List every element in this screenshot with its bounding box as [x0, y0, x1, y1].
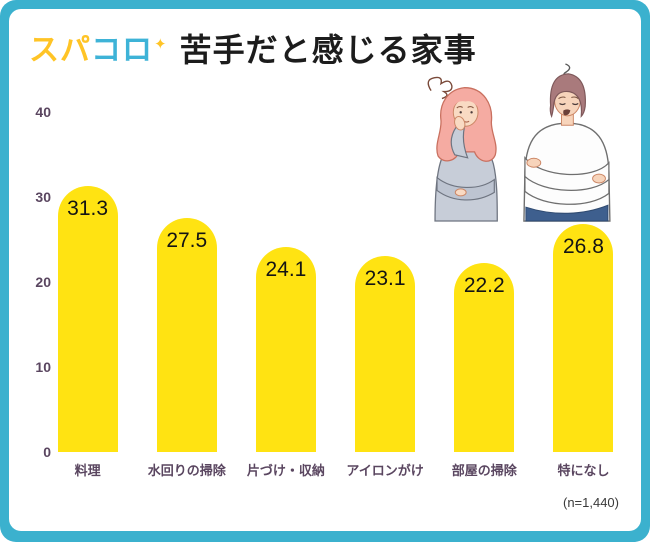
woman-eye-left	[459, 111, 462, 114]
bar: 24.1	[255, 247, 316, 452]
bar-value-label: 22.2	[463, 274, 505, 298]
sparkle-icon: ✦	[154, 35, 168, 53]
bar-value-label: 27.5	[166, 229, 208, 253]
y-tick-label: 10	[35, 359, 51, 375]
bar-column: 24.1 片づけ・収納	[236, 112, 335, 478]
bar-value-label: 26.8	[563, 235, 604, 259]
bar: 31.3	[57, 185, 118, 452]
bar-column: 31.3 料理	[38, 112, 137, 478]
man-eye-right	[572, 102, 579, 106]
y-tick-label: 30	[35, 189, 51, 205]
man-hand-right	[592, 173, 606, 184]
sample-size-note: (n=1,440)	[562, 495, 619, 510]
y-tick-label: 0	[43, 444, 51, 460]
y-tick-label: 20	[35, 274, 51, 290]
bar-value-label: 31.3	[67, 196, 109, 220]
woman-brow-right	[467, 106, 474, 109]
logo-text-secondary: コロ	[91, 33, 153, 67]
bar: 23.1	[355, 255, 416, 452]
man-jeans	[525, 204, 609, 222]
man-hair	[549, 73, 586, 119]
woman-brow-left	[456, 106, 463, 109]
bar-column: 26.8 特になし	[534, 112, 633, 478]
man-brow-left	[558, 96, 566, 100]
bar-category-label: 水回りの掃除	[147, 463, 226, 478]
woman-raised-arm	[450, 125, 469, 159]
brand-logo: スパコロ✦	[29, 33, 168, 67]
woman-fringe	[453, 93, 478, 107]
card-content: スパコロ✦ 苦手だと感じる家事 0 10 20 30 40 31.3 料理 27.5 水…	[9, 9, 641, 531]
bar: 27.5	[156, 218, 217, 452]
man-eye-left	[559, 102, 566, 106]
bar-category-label: 片づけ・収納	[246, 463, 325, 478]
scribble-doodle-icon	[427, 76, 453, 100]
y-tick-label: 40	[35, 104, 51, 120]
bar-category-label: アイロンがけ	[346, 463, 424, 478]
woman-eye-right	[470, 111, 473, 114]
bar-category-label: 特になし	[557, 463, 610, 478]
logo-text-primary: スパ	[29, 33, 91, 67]
man-crossed-arm-lower	[524, 175, 610, 205]
man-mouth	[563, 109, 571, 116]
bar-value-label: 24.1	[265, 258, 307, 282]
bar-column: 23.1 アイロンがけ	[336, 112, 435, 478]
plot-area: 31.3 料理 27.5 水回りの掃除 24.1 片づけ・収納 23.1 アイロ…	[38, 112, 633, 478]
bar-category-label: 料理	[74, 463, 101, 478]
man-hand-left	[526, 157, 542, 168]
header: スパコロ✦ 苦手だと感じる家事	[29, 32, 477, 68]
page-title: 苦手だと感じる家事	[179, 32, 477, 68]
woman-hand	[454, 188, 467, 197]
troubled-couple-illustration	[427, 63, 611, 222]
bar-column: 27.5 水回りの掃除	[137, 112, 236, 478]
bar: 22.2	[454, 263, 515, 452]
y-axis: 0 10 20 30 40	[9, 104, 55, 460]
bar: 26.8	[553, 224, 614, 452]
bar-category-label: 部屋の掃除	[451, 463, 517, 478]
bar-value-label: 23.1	[364, 266, 406, 290]
woman-folded-arm	[436, 176, 495, 201]
man-brow-right	[571, 96, 579, 99]
woman-hand-on-chin	[454, 115, 466, 131]
bar-column: 22.2 部屋の掃除	[435, 112, 534, 478]
